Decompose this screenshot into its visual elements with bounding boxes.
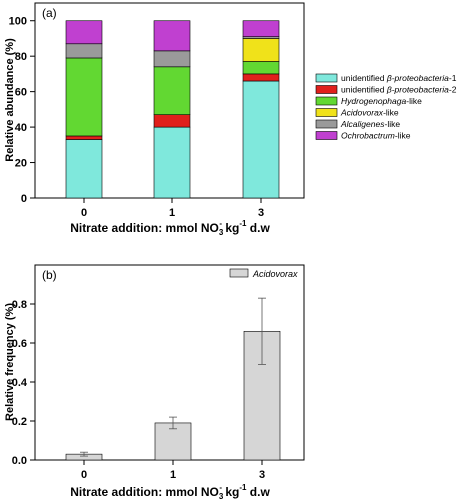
- bar-segment-yellow-cat-3: [242, 38, 280, 62]
- x-tick-label-b: 0: [81, 469, 87, 481]
- x-axis-title-a: Nitrate addition: mmol NO3- kg-1 d.w: [70, 219, 270, 237]
- legend-swatch-yellow: [315, 108, 338, 117]
- legend-swatch-acidovorax: [229, 268, 249, 278]
- x-tick-label-a: 3: [258, 207, 264, 219]
- x-tick-label-b: 1: [170, 469, 176, 481]
- bar-segment-gray-cat-1: [153, 50, 191, 68]
- legend-label-yellow: Acidovorax-like: [340, 108, 399, 118]
- x-axis-title-a-part1: Nitrate addition: mmol NO: [70, 221, 219, 235]
- y-axis-title-b: Relative frequency (%): [4, 303, 16, 421]
- bar-segment-cyan-cat-3: [242, 80, 280, 199]
- y-tick-label-a: 100: [9, 16, 27, 28]
- legend-swatch-gray: [315, 119, 338, 129]
- y-axis-ticks-b: 0.0 0.2 0.4 0.6 0.8: [12, 299, 35, 467]
- x-axis-ticks-b: 0 1 3: [81, 460, 265, 481]
- bar-segment-cyan-cat-0: [65, 139, 103, 199]
- x-axis-title-a-sup2: -1: [239, 219, 247, 228]
- x-tick-label-a: 0: [81, 207, 87, 219]
- x-axis-title-b-sub: 3: [219, 492, 224, 501]
- legend-swatch-magenta: [315, 131, 338, 140]
- x-axis-title-b-sup2: -1: [239, 483, 247, 492]
- bar-segment-cyan-cat-1: [153, 126, 191, 199]
- x-axis-ticks-a: 0 1 3: [81, 198, 264, 219]
- y-tick-label-b: 0.4: [12, 377, 28, 389]
- y-tick-label-a: 60: [15, 87, 27, 99]
- x-axis-title-a-part3: d.w: [246, 221, 270, 235]
- x-axis-title-b-part1: Nitrate addition: mmol NO: [70, 485, 219, 499]
- bar-segment-red-cat-3: [242, 73, 280, 82]
- bar-segment-magenta-cat-0: [65, 20, 103, 45]
- x-axis-title-b-sup1: -: [219, 483, 222, 492]
- x-tick-label-b: 3: [259, 469, 265, 481]
- bar-segment-gray-cat-0: [65, 43, 103, 59]
- legend-swatch-cyan: [315, 73, 338, 83]
- legend-swatch-red: [315, 85, 338, 94]
- bars-b: [65, 297, 281, 461]
- y-tick-label-a: 40: [15, 122, 27, 134]
- x-axis-title-b-part3: d.w: [246, 485, 270, 499]
- y-tick-label-b: 0.0: [12, 455, 27, 467]
- bar-segment-magenta-cat-3: [242, 20, 280, 37]
- y-tick-label-b: 0.8: [12, 299, 27, 311]
- legend-label-magenta: Ochrobactrum-like: [341, 131, 411, 141]
- bar-segment-red-cat-1: [153, 114, 191, 128]
- panel-a: (a) 0 20 40 60 80 100 0 1 3 Relative abundance …: [4, 2, 457, 237]
- legend-label-gray: Alcaligenes-like: [340, 119, 400, 129]
- legend-label-acidovorax: Acidovorax: [252, 269, 298, 279]
- bar-segment-red-cat-0: [65, 135, 103, 140]
- x-axis-title-a-part2: kg: [222, 221, 239, 235]
- panel-label-a: (a): [42, 6, 57, 20]
- x-axis-title-a-sup1: -: [219, 219, 222, 228]
- x-axis-title-a-sub: 3: [219, 228, 224, 237]
- legend-swatch-green: [315, 96, 338, 106]
- bar-segment-green-cat-1: [153, 66, 191, 115]
- y-tick-label-a: 0: [21, 193, 27, 205]
- x-axis-title-b: Nitrate addition: mmol NO3- kg-1 d.w: [70, 483, 270, 501]
- x-tick-label-a: 1: [169, 207, 175, 219]
- panel-b: (b) 0.0 0.2 0.4 0.6 0.8 0 1 3 Relative frequen…: [4, 264, 305, 501]
- y-tick-label-b: 0.2: [12, 416, 27, 428]
- legend-a: unidentified β-proteobacteria-1 unidentif…: [315, 73, 457, 141]
- panel-label-b: (b): [42, 268, 57, 282]
- legend-label-cyan: unidentified β-proteobacteria-1: [341, 73, 457, 83]
- y-tick-label-a: 20: [15, 158, 27, 170]
- bar-segment-magenta-cat-1: [153, 20, 191, 52]
- bar-segment-green-cat-0: [65, 57, 103, 137]
- legend-label-green: Hydrogenophaga-like: [341, 96, 422, 106]
- y-tick-label-b: 0.6: [12, 338, 27, 350]
- y-tick-label-a: 80: [15, 51, 27, 63]
- stacked-bars-a: [65, 20, 280, 199]
- bar-segment-green-cat-3: [242, 61, 280, 75]
- legend-b: Acidovorax: [229, 268, 298, 279]
- legend-label-red: unidentified β-proteobacteria-2: [341, 85, 457, 95]
- x-axis-title-b-part2: kg: [222, 485, 239, 499]
- y-axis-title-a: Relative abundance (%): [4, 38, 16, 162]
- y-axis-ticks-a: 0 20 40 60 80 100: [9, 16, 35, 205]
